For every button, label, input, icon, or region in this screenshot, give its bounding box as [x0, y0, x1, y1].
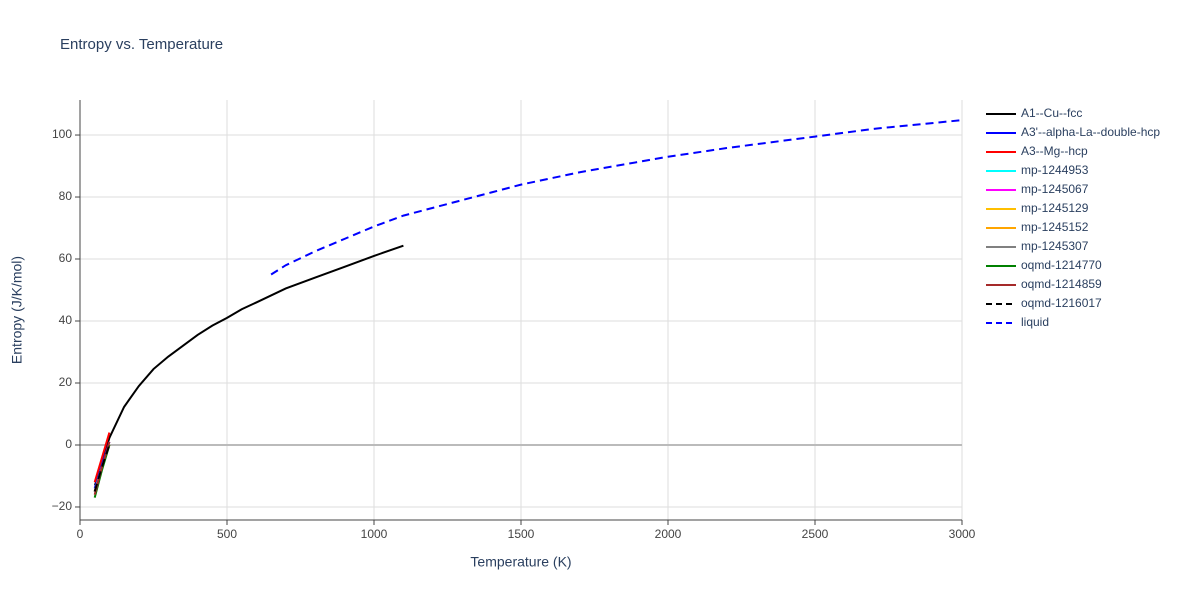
- legend-label: oqmd-1216017: [1021, 296, 1102, 310]
- legend-label: A1--Cu--fcc: [1021, 106, 1082, 120]
- legend-label: mp-1245067: [1021, 182, 1089, 196]
- series-line: [94, 244, 404, 486]
- legend-label: mp-1244953: [1021, 163, 1089, 177]
- legend-label: mp-1245152: [1021, 220, 1089, 234]
- x-tick-label: 2000: [655, 527, 682, 541]
- x-axis-title: Temperature (K): [470, 554, 571, 570]
- x-tick-label: 0: [77, 527, 84, 541]
- legend-label: A3--Mg--hcp: [1021, 144, 1088, 158]
- legend-label: liquid: [1021, 315, 1049, 329]
- legend-label: oqmd-1214770: [1021, 258, 1102, 272]
- x-tick-label: 2500: [802, 527, 829, 541]
- legend-label: A3'--alpha-La--double-hcp: [1021, 125, 1160, 139]
- series-line: [270, 119, 963, 276]
- x-tick-label: 500: [217, 527, 237, 541]
- y-axis-title: Entropy (J/K/mol): [9, 256, 25, 364]
- y-tick-label: 0: [65, 437, 72, 451]
- y-tick-label: −20: [52, 499, 73, 513]
- y-tick-label: 60: [59, 251, 73, 265]
- x-tick-label: 3000: [949, 527, 976, 541]
- y-tick-label: 40: [59, 313, 73, 327]
- legend-label: oqmd-1214859: [1021, 277, 1102, 291]
- legend-label: mp-1245307: [1021, 239, 1089, 253]
- x-tick-label: 1500: [508, 527, 535, 541]
- series-line: [93, 432, 111, 483]
- y-tick-label: 100: [52, 127, 72, 141]
- y-tick-label: 80: [59, 189, 73, 203]
- y-tick-label: 20: [59, 375, 73, 389]
- x-tick-label: 1000: [361, 527, 388, 541]
- legend-label: mp-1245129: [1021, 201, 1089, 215]
- chart-title: Entropy vs. Temperature: [60, 36, 223, 53]
- series-line: [93, 444, 111, 492]
